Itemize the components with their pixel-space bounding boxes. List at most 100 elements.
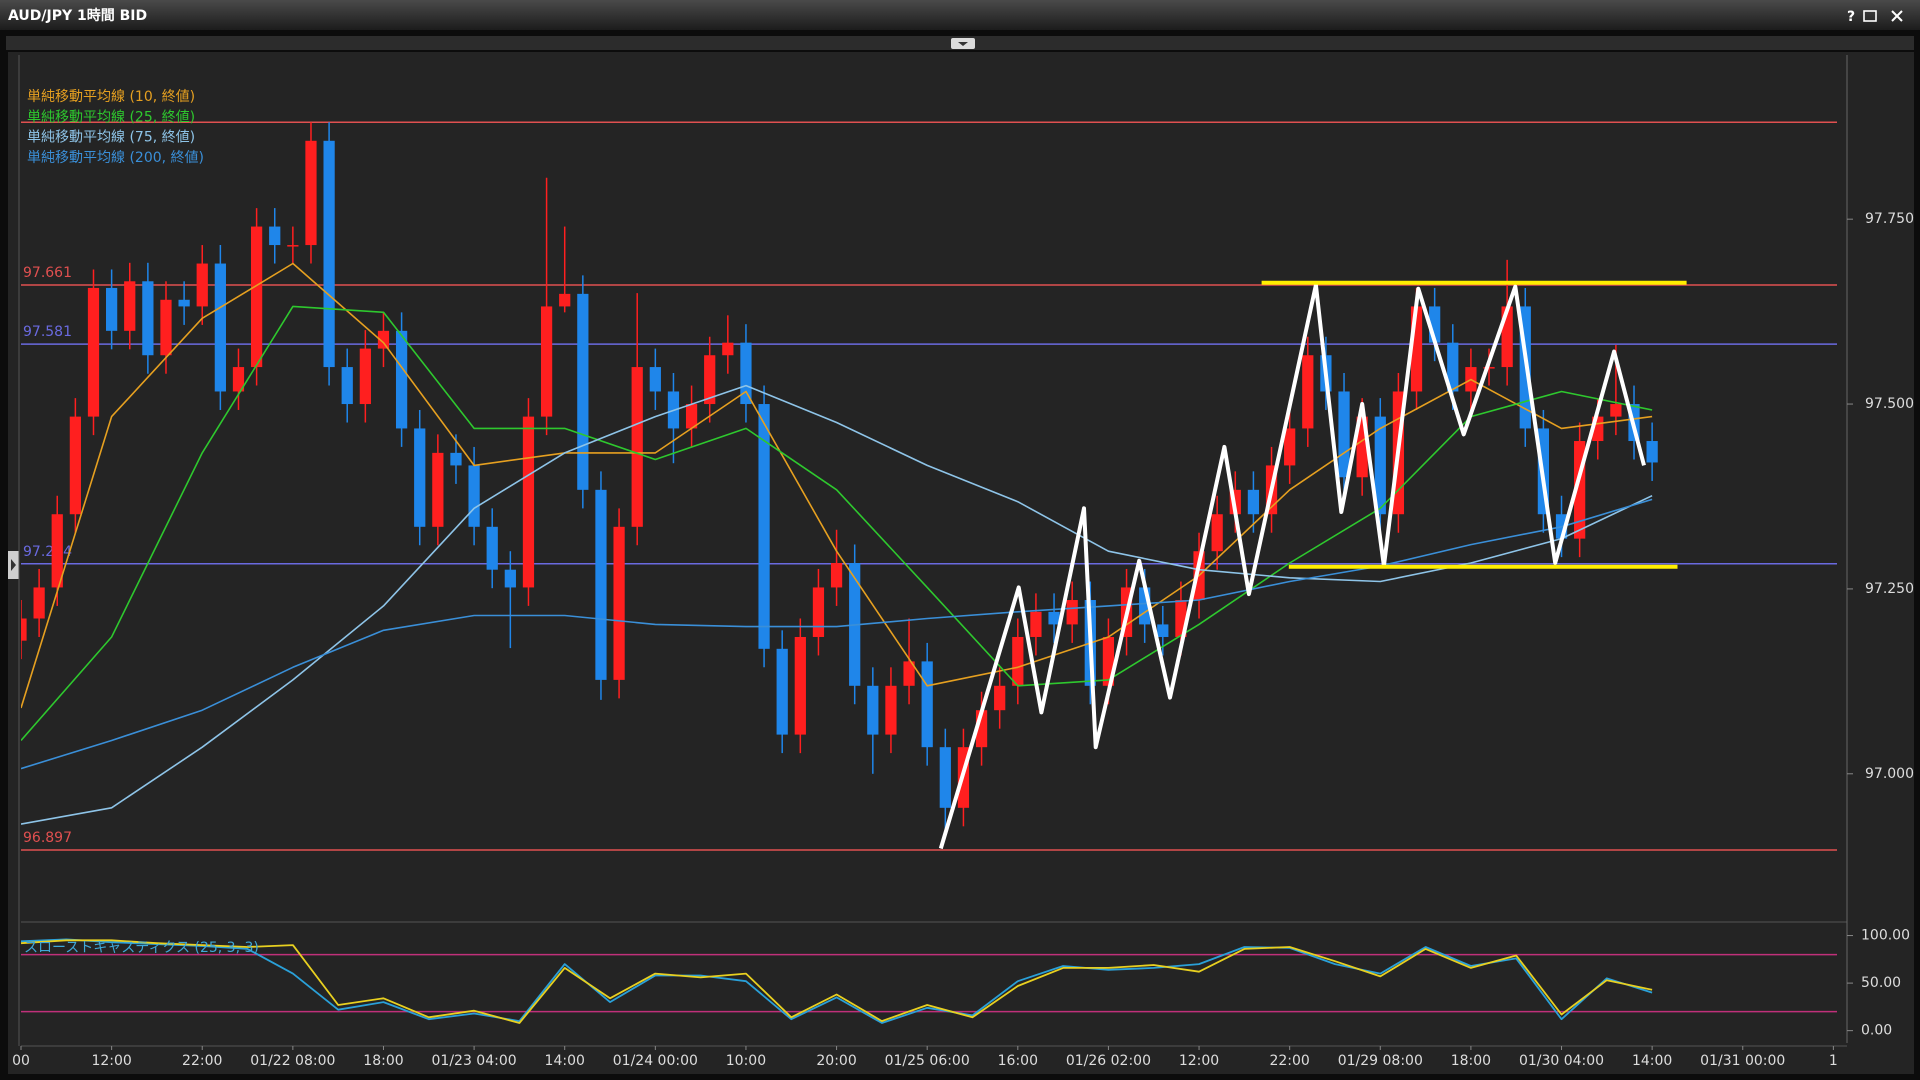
x-tick-label: 14:00 (1632, 1053, 1672, 1069)
candle-body (87, 287, 100, 417)
x-tick-label: 18:00 (363, 1053, 403, 1069)
candle-body (1646, 441, 1658, 463)
candle-body (21, 618, 27, 641)
x-tick-label: 00 (12, 1053, 30, 1069)
candle-body (1610, 404, 1622, 417)
candle-body (1048, 611, 1060, 625)
y-tick-label: 97.000 (1865, 766, 1914, 782)
candle-body (1592, 416, 1604, 442)
candle-body (160, 299, 172, 356)
candle-body (1574, 441, 1586, 539)
candle-body (214, 263, 226, 392)
candle-body (830, 563, 843, 588)
legend-entry: 単純移動平均線 (75, 終値) (27, 130, 195, 146)
candle-body (939, 747, 951, 808)
moving-average (21, 305, 1653, 742)
x-tick-label: 20:00 (816, 1053, 856, 1069)
candle-body (1139, 587, 1151, 625)
level-label: 97.284 (23, 544, 72, 560)
candle-body (450, 452, 462, 466)
candle-body (1429, 306, 1441, 343)
y-tick-label: 50.00 (1861, 975, 1901, 991)
x-tick-label: 18:00 (1451, 1053, 1491, 1069)
candle-body (921, 661, 933, 748)
maximize-button[interactable] (1863, 10, 1877, 22)
x-tick-label: 01/26 02:00 (1066, 1053, 1151, 1069)
candle-body (395, 330, 408, 429)
title-bar (0, 0, 1920, 30)
candle-body (1410, 306, 1423, 392)
candle-body (685, 404, 698, 429)
candle-body (269, 226, 281, 246)
moving-average (21, 262, 1653, 709)
candle-body (1012, 636, 1024, 686)
close-button[interactable] (1891, 10, 1903, 22)
level-label: 97.661 (23, 265, 72, 281)
candle-body (232, 367, 245, 392)
candle-body (323, 140, 335, 368)
y-tick-label: 100.00 (1861, 928, 1910, 944)
candle-body (885, 685, 897, 735)
axes: 単純移動平均線 (10, 終値) 単純移動平均線 (25, 終値) 単純移動平均線 … (12, 89, 1914, 1069)
candle-body (649, 367, 661, 392)
candle-body (740, 342, 752, 405)
y-tick-label: 97.250 (1865, 581, 1914, 597)
x-tick-label: 12:00 (91, 1053, 131, 1069)
candle-body (631, 367, 643, 527)
x-tick-label: 01/30 04:00 (1519, 1053, 1604, 1069)
candle-body (722, 342, 734, 356)
x-tick-label: 01/31 00:00 (1700, 1053, 1785, 1069)
x-tick-label: 14:00 (545, 1053, 585, 1069)
candle-body (867, 685, 879, 735)
y-tick-label: 0.00 (1861, 1023, 1892, 1039)
x-tick-label: 22:00 (182, 1053, 222, 1069)
candle-body (812, 587, 825, 637)
stoch-line (21, 938, 1653, 1024)
candle-body (903, 661, 915, 686)
candle-body (432, 452, 444, 527)
candle-body (1175, 600, 1187, 637)
candle-body (414, 428, 426, 527)
candle-body (1356, 416, 1368, 478)
candle-body (124, 281, 136, 331)
candle-body (468, 465, 480, 527)
candle-body (994, 685, 1006, 711)
side-handle-arrow (11, 559, 16, 571)
x-tick-label: 01/22 08:00 (250, 1053, 335, 1069)
candle-body (522, 416, 535, 588)
legend-entry: 単純移動平均線 (10, 終値) (27, 89, 195, 105)
candle-body (287, 245, 299, 247)
stoch-title: スローストキャスティクス (25, 3, 3) (24, 940, 259, 956)
candle-body (486, 526, 498, 570)
x-tick-label: 16:00 (998, 1053, 1038, 1069)
moving-average (21, 384, 1653, 825)
candle-body (1338, 391, 1350, 478)
candle-body (359, 348, 371, 405)
candle-body (1211, 514, 1223, 552)
dropdown-arrow (958, 42, 968, 46)
candle-body (794, 636, 806, 735)
candle-body (758, 404, 770, 649)
candle-body (1374, 416, 1386, 515)
candle-body (776, 648, 788, 735)
candle-body (613, 526, 625, 680)
help-button[interactable]: ? (1847, 9, 1855, 25)
candle-body (1302, 355, 1314, 429)
candle-body (1102, 636, 1115, 686)
candle-body (1157, 624, 1169, 637)
candle-body (305, 140, 317, 246)
candle-body (1066, 600, 1078, 625)
candle-body (250, 226, 263, 368)
candle-body (577, 293, 589, 490)
chart-area (8, 52, 1914, 1074)
candle-body (595, 489, 607, 680)
x-tick-label: 01/25 06:00 (885, 1053, 970, 1069)
y-tick-label: 97.750 (1865, 211, 1914, 227)
candle-body (106, 287, 118, 331)
candle-body (69, 416, 81, 515)
stochastic-plot (21, 938, 1837, 1024)
candle-body (1284, 428, 1296, 466)
candle-body (196, 263, 208, 307)
x-tick-label: 01/24 00:00 (613, 1053, 698, 1069)
